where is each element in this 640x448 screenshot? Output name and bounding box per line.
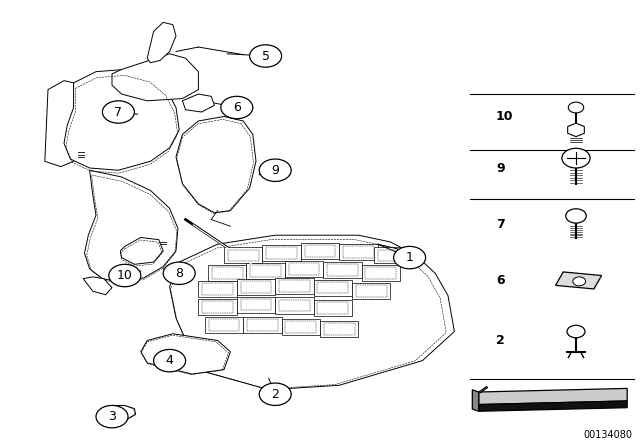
Text: 00134080: 00134080 — [583, 430, 632, 440]
Polygon shape — [323, 262, 362, 278]
Polygon shape — [205, 317, 243, 333]
Polygon shape — [99, 405, 136, 420]
Polygon shape — [556, 272, 602, 289]
Polygon shape — [198, 281, 237, 297]
Polygon shape — [362, 265, 400, 281]
Polygon shape — [479, 388, 627, 405]
Polygon shape — [84, 170, 178, 282]
Text: 7: 7 — [115, 105, 122, 119]
Circle shape — [259, 159, 291, 181]
Circle shape — [221, 96, 253, 119]
Circle shape — [562, 148, 590, 168]
Circle shape — [566, 209, 586, 223]
Polygon shape — [374, 247, 413, 263]
Polygon shape — [198, 299, 237, 315]
Polygon shape — [479, 387, 488, 393]
Text: 6: 6 — [496, 273, 504, 287]
Text: 3: 3 — [108, 410, 116, 423]
Polygon shape — [314, 280, 352, 296]
Circle shape — [573, 277, 586, 286]
Circle shape — [163, 262, 195, 284]
Polygon shape — [176, 116, 256, 213]
Polygon shape — [275, 278, 314, 294]
Polygon shape — [246, 263, 285, 279]
Polygon shape — [282, 319, 320, 335]
Polygon shape — [224, 247, 262, 263]
Text: 6: 6 — [233, 101, 241, 114]
Polygon shape — [182, 94, 214, 112]
Text: 4: 4 — [166, 354, 173, 367]
Text: 9: 9 — [271, 164, 279, 177]
Circle shape — [568, 102, 584, 113]
Polygon shape — [64, 69, 179, 170]
Polygon shape — [472, 390, 479, 411]
Text: 8: 8 — [175, 267, 183, 280]
Circle shape — [259, 383, 291, 405]
Text: 1: 1 — [406, 251, 413, 264]
Polygon shape — [479, 401, 627, 411]
Text: 5: 5 — [262, 49, 269, 63]
Polygon shape — [141, 334, 230, 374]
Polygon shape — [320, 321, 358, 337]
Polygon shape — [45, 81, 77, 167]
Polygon shape — [301, 243, 339, 259]
Polygon shape — [237, 279, 275, 295]
Polygon shape — [170, 235, 454, 390]
Polygon shape — [237, 297, 275, 313]
Text: 2: 2 — [271, 388, 279, 401]
Polygon shape — [120, 237, 163, 264]
Polygon shape — [352, 283, 390, 299]
Polygon shape — [314, 300, 352, 316]
Polygon shape — [243, 317, 282, 333]
Text: 9: 9 — [496, 161, 504, 175]
Text: 7: 7 — [496, 217, 505, 231]
Circle shape — [567, 325, 585, 338]
Circle shape — [250, 45, 282, 67]
Polygon shape — [83, 277, 112, 295]
Circle shape — [96, 405, 128, 428]
Circle shape — [154, 349, 186, 372]
Polygon shape — [275, 297, 314, 314]
Text: 10: 10 — [117, 269, 132, 282]
Polygon shape — [112, 54, 198, 101]
Circle shape — [109, 264, 141, 287]
Polygon shape — [147, 22, 176, 63]
Polygon shape — [208, 265, 246, 281]
Circle shape — [102, 101, 134, 123]
Polygon shape — [262, 245, 301, 261]
Circle shape — [394, 246, 426, 269]
Polygon shape — [339, 244, 378, 260]
Text: 2: 2 — [496, 334, 505, 347]
Polygon shape — [285, 261, 323, 277]
Text: 10: 10 — [496, 110, 513, 123]
